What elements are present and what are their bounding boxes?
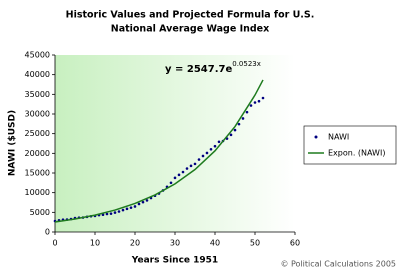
y-tick-label: 45000 [25,51,50,60]
data-point [125,207,129,211]
y-tick-label: 35000 [25,90,50,99]
data-point [201,154,205,158]
y-tick-label: 10000 [25,188,50,197]
y-tick-label: 25000 [25,129,50,138]
y-tick-label: 15000 [25,169,50,178]
data-point [253,101,257,104]
legend-box [303,125,397,165]
data-point [113,211,117,214]
data-point [197,158,201,161]
data-point [121,208,125,212]
data-point [205,151,209,155]
data-point [193,162,197,166]
data-point [189,164,193,168]
x-axis-label: Years Since 1951 [131,256,218,266]
data-point [137,202,141,206]
data-point [145,199,149,202]
data-point [261,96,265,100]
y-tick-label: 0 [45,228,50,237]
data-point [257,99,261,103]
chart-title: Historic Values and Projected Formula fo… [66,10,315,21]
data-point [245,110,249,114]
data-point [129,206,133,209]
y-tick-label: 20000 [25,149,50,158]
data-point [233,128,237,132]
data-point [173,176,177,180]
data-point [237,122,241,126]
trend-line [54,79,264,223]
data-point [229,133,233,137]
y-axis-label: NAWI ($USD) [8,110,18,176]
x-tick-label: 50 [250,239,260,248]
data-point [209,147,213,151]
x-tick-label: 40 [210,239,220,248]
data-point [109,212,113,215]
x-tick-label: 20 [130,239,140,248]
data-point [105,212,109,216]
data-point [141,200,145,204]
legend-label: NAWI [328,133,349,142]
legend-swatch [314,135,318,139]
data-point [169,181,173,185]
data-point [181,170,185,174]
data-point [177,173,181,177]
x-tick-label: 30 [170,239,180,248]
data-point [217,140,221,144]
data-point [133,205,137,208]
chart-title: National Average Wage Index [111,24,270,35]
data-point [101,213,105,217]
x-tick-label: 10 [90,239,100,248]
credit: © Political Calculations 2005 [280,260,396,269]
data-point [241,117,245,120]
data-point [213,144,217,148]
equation-text: y = 2547.7e [165,64,232,75]
data-point [117,210,121,213]
data-point [185,167,189,170]
x-tick-label: 0 [52,239,57,248]
equation: y = 2547.7e0.0523x [165,60,261,75]
equation-exponent: 0.0523x [232,60,261,68]
y-tick-label: 40000 [25,70,50,79]
y-tick-label: 5000 [30,208,50,217]
plot-area [55,55,295,232]
legend-label: Expon. (NAWI) [328,149,385,158]
y-tick-label: 30000 [25,110,50,119]
x-tick-label: 60 [290,239,300,248]
data-point [249,104,253,107]
